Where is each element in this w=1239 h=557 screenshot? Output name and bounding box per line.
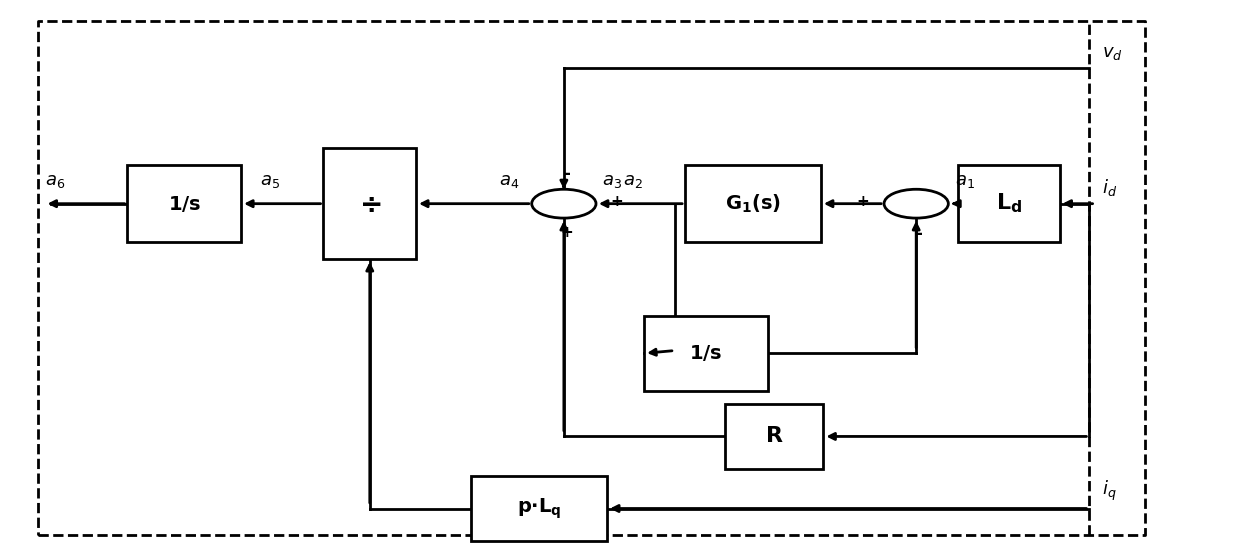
Bar [323, 148, 416, 259]
Text: $i_q$: $i_q$ [1101, 479, 1116, 503]
Text: -: - [916, 224, 922, 243]
Text: $\mathbf{1/s}$: $\mathbf{1/s}$ [689, 343, 722, 363]
Circle shape [532, 189, 596, 218]
Text: $a_1$: $a_1$ [954, 172, 974, 190]
Text: $v_d$: $v_d$ [1101, 45, 1123, 62]
Bar [958, 165, 1059, 242]
Text: $\mathbf{p{\cdot}L_q}$: $\mathbf{p{\cdot}L_q}$ [517, 496, 561, 521]
Bar [685, 165, 821, 242]
Bar [128, 165, 242, 242]
Bar [725, 404, 824, 469]
Text: $i_d$: $i_d$ [1101, 177, 1116, 198]
Bar [644, 316, 768, 390]
Text: -: - [563, 165, 570, 183]
Text: $a_3$: $a_3$ [602, 172, 622, 190]
Text: $a_2$: $a_2$ [623, 172, 643, 190]
Text: $\mathbf{L_d}$: $\mathbf{L_d}$ [996, 192, 1022, 216]
Circle shape [885, 189, 948, 218]
Text: $a_5$: $a_5$ [260, 172, 280, 190]
Text: $\mathbf{G_1(s)}$: $\mathbf{G_1(s)}$ [725, 193, 781, 215]
Text: +: + [856, 194, 870, 209]
Text: +: + [611, 194, 623, 209]
Text: $\mathbf{\div}$: $\mathbf{\div}$ [358, 190, 380, 218]
Text: $\mathbf{R}$: $\mathbf{R}$ [764, 427, 783, 447]
Bar [471, 476, 607, 541]
Text: $\mathbf{1/s}$: $\mathbf{1/s}$ [167, 194, 201, 214]
Text: $a_6$: $a_6$ [45, 172, 64, 190]
Text: +: + [560, 224, 572, 240]
Text: $a_4$: $a_4$ [499, 172, 519, 190]
